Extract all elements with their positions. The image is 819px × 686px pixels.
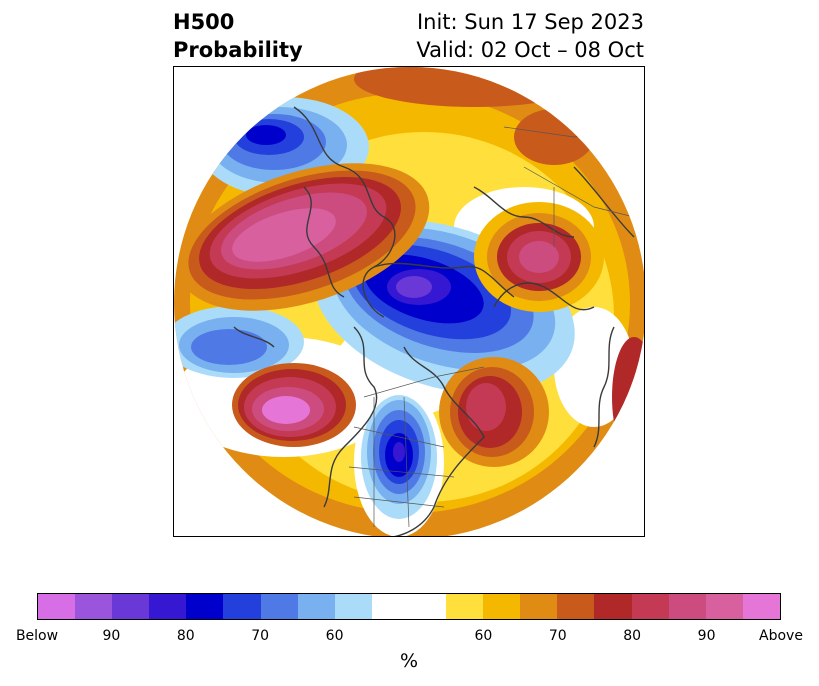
date-info: Init: Sun 17 Sep 2023 Valid: 02 Oct – 08… — [416, 8, 644, 64]
colorbar-segment — [38, 594, 76, 619]
title-line-1: H500 — [173, 10, 235, 34]
colorbar-tick-label: Above — [759, 628, 803, 644]
colorbar-segment — [631, 594, 669, 619]
colorbar-segment — [260, 594, 298, 619]
colorbar-tick-label: 70 — [548, 628, 567, 644]
init-date: Init: Sun 17 Sep 2023 — [416, 10, 644, 34]
colorbar-segment — [742, 594, 780, 619]
colorbar-tick-label: Below — [15, 628, 59, 644]
colorbar-tick-label: 60 — [325, 628, 344, 644]
colorbar-segment — [334, 594, 372, 619]
colorbar-segment — [186, 594, 224, 619]
colorbar-segment — [446, 594, 484, 619]
colorbar-segment — [668, 594, 706, 619]
colorbar-segment — [594, 594, 632, 619]
colorbar-segment — [371, 594, 447, 619]
coastlines — [233, 106, 635, 536]
high-edge-northeast — [514, 109, 594, 165]
high-center-gulf-alaska — [232, 363, 356, 447]
probability-map — [173, 66, 645, 537]
chart-title: H500 Probability — [173, 8, 303, 64]
colorbar-segment — [223, 594, 261, 619]
colorbar-segment — [705, 594, 743, 619]
colorbar-tick-label: 60 — [474, 628, 493, 644]
high-center-scandinavia — [474, 202, 604, 312]
colorbar-segment — [483, 594, 521, 619]
colorbar-tick-label: 90 — [697, 628, 716, 644]
colorbar-segment — [520, 594, 558, 619]
colorbar-segment — [149, 594, 187, 619]
colorbar-tick-label: 70 — [251, 628, 270, 644]
map-svg — [174, 67, 644, 536]
colorbar-segment — [75, 594, 113, 619]
title-line-2: Probability — [173, 38, 303, 62]
low-center-us — [354, 387, 444, 536]
colorbar-unit: % — [399, 650, 419, 672]
valid-range: Valid: 02 Oct – 08 Oct — [416, 38, 644, 62]
colorbar-tick-label: 80 — [176, 628, 195, 644]
colorbar-segment — [557, 594, 595, 619]
colorbar-segment — [112, 594, 150, 619]
colorbar-tick-label: 80 — [623, 628, 642, 644]
colorbar-segment — [297, 594, 335, 619]
colorbar — [37, 593, 781, 620]
high-center-labrador — [439, 357, 549, 467]
low-center-pacific — [174, 306, 304, 378]
colorbar-tick-label: 90 — [102, 628, 121, 644]
